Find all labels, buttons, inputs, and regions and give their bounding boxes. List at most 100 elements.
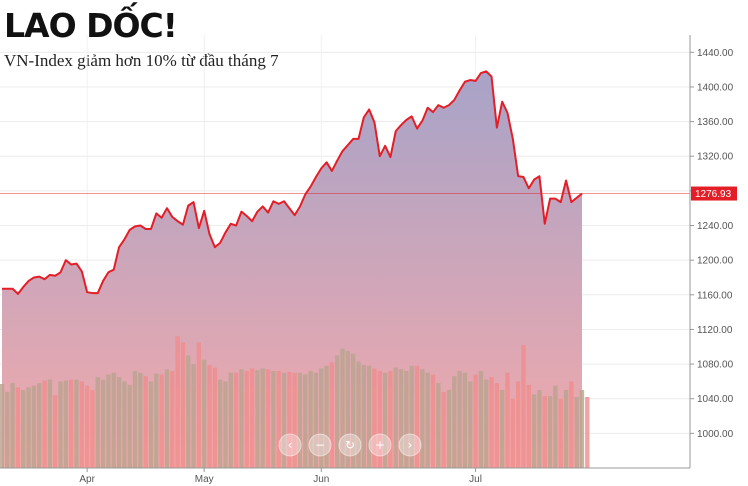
- volume-bar: [308, 371, 313, 468]
- zoom-out-icon: −: [315, 438, 325, 452]
- y-tick-label: 1080.00: [697, 360, 734, 371]
- volume-bar: [579, 390, 585, 468]
- volume-bar: [260, 368, 265, 468]
- y-tick-label: 1440.00: [697, 48, 734, 59]
- volume-bar: [468, 381, 473, 468]
- volume-bar: [489, 377, 494, 468]
- scroll-right-button[interactable]: ›: [398, 433, 422, 457]
- volume-bar: [441, 391, 446, 468]
- volume-bar: [345, 351, 351, 468]
- x-tick-label: Apr: [79, 474, 95, 485]
- volume-bar: [68, 379, 74, 468]
- scroll-right-button-bg[interactable]: [398, 433, 422, 457]
- volume-bar: [404, 371, 409, 468]
- volume-bar: [37, 383, 42, 468]
- volume-bar: [239, 369, 244, 468]
- price-line-group: [0, 70, 690, 295]
- zoom-out-button-bg[interactable]: [308, 433, 332, 457]
- volume-bar: [292, 372, 297, 468]
- volume-bar: [233, 372, 239, 468]
- volume-bar: [494, 383, 500, 468]
- volume-bar: [313, 372, 319, 468]
- volume-bar: [15, 387, 21, 468]
- volume-bar: [457, 371, 462, 468]
- volume-bar: [180, 342, 186, 468]
- volume-bar: [164, 369, 170, 468]
- volume-bar: [170, 371, 175, 468]
- scroll-left-button[interactable]: ‹: [278, 433, 302, 457]
- volume-bar: [202, 359, 207, 468]
- volume-bar: [148, 381, 154, 468]
- volume-bar: [84, 385, 90, 468]
- volume-bar: [196, 342, 202, 468]
- volume-bar: [462, 372, 468, 468]
- scroll-left-icon: ‹: [288, 438, 293, 452]
- volume-bar: [58, 381, 63, 468]
- volume-bar: [244, 371, 249, 468]
- volume-bar: [526, 384, 531, 468]
- last-value-badge: 1276.93: [691, 186, 737, 201]
- scroll-left-button-bg[interactable]: [278, 433, 302, 457]
- zoom-controls: ‹ − ↻ + ›: [278, 433, 422, 457]
- volume-bar: [335, 355, 340, 468]
- volume-bar: [0, 384, 5, 468]
- zoom-in-button[interactable]: +: [368, 433, 392, 457]
- volume-bar: [5, 391, 10, 468]
- volume-bar: [436, 383, 441, 468]
- x-tick-label: May: [195, 474, 214, 485]
- volume-bar: [10, 383, 15, 468]
- volume-bar: [297, 372, 303, 468]
- volume-bar: [116, 377, 122, 468]
- volume-bar: [393, 367, 398, 468]
- volume-bar: [484, 379, 489, 468]
- volume-bar: [111, 372, 116, 468]
- reset-icon: ↻: [345, 438, 355, 452]
- volume-bar: [31, 385, 37, 468]
- volume-bar: [558, 398, 563, 468]
- volume-bar: [478, 371, 484, 468]
- volume-bar: [510, 398, 515, 468]
- volume-bar: [154, 373, 159, 468]
- volume-bar: [95, 377, 100, 468]
- volume-bar: [74, 379, 79, 468]
- volume-bar: [547, 396, 553, 468]
- zoom-in-button-bg[interactable]: [368, 433, 392, 457]
- volume-bar: [340, 348, 345, 468]
- y-tick-label: 1160.00: [697, 290, 733, 301]
- volume-bar: [425, 372, 430, 468]
- volume-bar: [319, 368, 324, 468]
- volume-bar: [132, 371, 138, 468]
- price-area: [2, 71, 582, 469]
- volume-bar: [47, 379, 53, 468]
- volume-bar: [271, 371, 276, 468]
- volume-bar: [542, 396, 547, 468]
- volume-bar: [127, 384, 132, 468]
- price-line: [2, 70, 583, 295]
- volume-bar: [255, 370, 260, 468]
- volume-bar: [228, 372, 233, 468]
- volume-bar: [159, 374, 164, 468]
- volume-bar: [388, 371, 393, 468]
- volume-bar: [574, 396, 579, 468]
- volume-bar: [531, 394, 537, 468]
- chart-title: LAO DỐC!: [4, 6, 178, 45]
- reset-button-bg[interactable]: [338, 433, 362, 457]
- volume-bars: [0, 336, 590, 468]
- volume-bar: [223, 381, 228, 468]
- volume-bar: [276, 371, 281, 468]
- zoom-out-button[interactable]: −: [308, 433, 332, 457]
- volume-bar: [217, 379, 223, 468]
- volume-bar: [553, 385, 558, 468]
- reset-button[interactable]: ↻: [338, 433, 362, 457]
- volume-bar: [106, 374, 111, 468]
- y-tick-label: 1320.00: [697, 152, 734, 163]
- volume-bar: [505, 372, 510, 468]
- volume-bar: [366, 365, 372, 468]
- volume-bar: [175, 336, 180, 468]
- volume-bar: [324, 365, 329, 468]
- volume-bar: [265, 369, 271, 468]
- volume-bar: [569, 381, 574, 468]
- volume-bar: [90, 390, 95, 468]
- volume-bar: [420, 369, 425, 468]
